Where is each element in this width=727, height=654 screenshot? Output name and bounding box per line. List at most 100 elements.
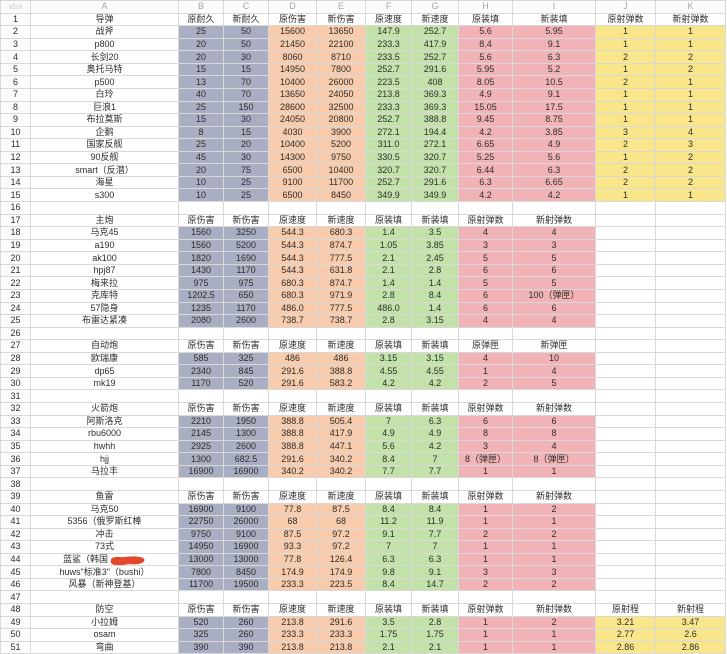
stat-value-cell[interactable]: 13 [178, 75, 224, 89]
stat-value-cell[interactable]: 14950 [178, 540, 224, 554]
empty-cell[interactable] [595, 577, 656, 592]
stat-value-cell[interactable]: 2 [655, 50, 726, 64]
stat-value-cell[interactable]: 8060 [268, 50, 317, 64]
stat-value-cell[interactable]: 233.3 [268, 577, 317, 592]
stat-value-cell[interactable]: 6.3 [365, 552, 412, 567]
stat-value-cell[interactable]: 223.5 [316, 577, 366, 592]
stat-value-cell[interactable]: 6.3 [512, 163, 596, 177]
stat-value-cell[interactable]: 4 [512, 439, 596, 454]
stat-value-cell[interactable]: 9.45 [458, 113, 513, 127]
stat-value-cell[interactable]: 369.3 [411, 87, 459, 102]
stat-value-cell[interactable]: 1300 [178, 452, 224, 466]
stat-value-cell[interactable]: 1 [512, 464, 596, 479]
column-header-K[interactable]: K [655, 0, 726, 14]
stat-value-cell[interactable]: 390 [223, 640, 269, 654]
stat-value-cell[interactable]: 40 [178, 87, 224, 102]
stat-value-cell[interactable]: 7800 [316, 62, 366, 77]
stat-value-cell[interactable]: 2 [655, 175, 726, 190]
empty-cell[interactable] [595, 489, 656, 504]
stat-value-cell[interactable]: 2080 [178, 314, 224, 328]
stat-value-cell[interactable]: 1 [595, 100, 656, 115]
empty-cell[interactable] [655, 326, 726, 341]
stat-header-cell[interactable]: 新速度 [411, 12, 459, 27]
stat-value-cell[interactable]: 5 [512, 276, 596, 290]
stat-value-cell[interactable]: 2.86 [655, 640, 726, 654]
empty-cell[interactable] [595, 552, 656, 567]
section-title-cell[interactable]: 火箭炮 [30, 402, 179, 416]
empty-cell[interactable] [655, 565, 726, 579]
stat-header-cell[interactable]: 原伤害 [178, 213, 224, 228]
stat-value-cell[interactable]: 388.8 [316, 364, 366, 378]
item-name-cell[interactable]: 阿斯洛克 [30, 414, 179, 429]
stat-value-cell[interactable]: 4.55 [411, 364, 459, 378]
stat-value-cell[interactable]: 9.8 [365, 565, 412, 579]
empty-cell[interactable] [268, 477, 317, 491]
stat-value-cell[interactable]: 8450 [316, 188, 366, 202]
stat-header-cell[interactable]: 新伤害 [316, 12, 366, 27]
row-number-36[interactable]: 36 [0, 452, 31, 466]
row-number-7[interactable]: 7 [0, 87, 31, 102]
stat-value-cell[interactable]: 3.15 [411, 314, 459, 328]
stat-header-cell[interactable]: 原速度 [268, 213, 317, 228]
row-number-1[interactable]: 1 [0, 12, 31, 27]
column-header-F[interactable]: F [365, 0, 412, 14]
item-name-cell[interactable]: 布雷达紧凑 [30, 314, 179, 328]
stat-value-cell[interactable]: 24050 [316, 87, 366, 102]
stat-value-cell[interactable]: 408 [411, 75, 459, 89]
empty-cell[interactable] [655, 414, 726, 429]
stat-value-cell[interactable]: 9100 [268, 175, 317, 190]
empty-cell[interactable] [30, 590, 179, 604]
stat-value-cell[interactable]: 1 [458, 628, 513, 642]
empty-cell[interactable] [512, 326, 596, 341]
stat-value-cell[interactable]: 5200 [223, 238, 269, 253]
stat-value-cell[interactable]: 2340 [178, 364, 224, 378]
stat-value-cell[interactable]: 1.4 [411, 301, 459, 316]
stat-value-cell[interactable]: 3.5 [411, 226, 459, 240]
item-name-cell[interactable]: rbu6000 [30, 427, 179, 441]
stat-value-cell[interactable]: 1430 [178, 263, 224, 278]
empty-cell[interactable] [595, 565, 656, 579]
stat-value-cell[interactable]: 2 [458, 577, 513, 592]
stat-value-cell[interactable]: 194.4 [411, 125, 459, 140]
stat-value-cell[interactable]: 5.95 [458, 62, 513, 77]
stat-value-cell[interactable]: 6 [458, 414, 513, 429]
stat-value-cell[interactable]: 9750 [316, 150, 366, 165]
row-number-16[interactable]: 16 [0, 201, 31, 215]
stat-value-cell[interactable]: 70 [223, 75, 269, 89]
item-name-cell[interactable]: 蓝鲨（韩国 [30, 552, 179, 567]
stat-value-cell[interactable]: 233.3 [316, 628, 366, 642]
stat-header-cell[interactable]: 原装填 [365, 603, 412, 617]
stat-value-cell[interactable]: 5.6 [458, 50, 513, 64]
empty-cell[interactable] [595, 288, 656, 303]
empty-cell[interactable] [30, 389, 179, 403]
item-name-cell[interactable]: 90反舰 [30, 150, 179, 165]
stat-value-cell[interactable]: 1 [458, 640, 513, 654]
stat-value-cell[interactable]: 8 [458, 427, 513, 441]
row-number-22[interactable]: 22 [0, 276, 31, 290]
stat-value-cell[interactable]: 4 [458, 351, 513, 366]
stat-value-cell[interactable]: 486 [316, 351, 366, 366]
stat-value-cell[interactable]: 9100 [223, 502, 269, 517]
empty-cell[interactable] [595, 590, 656, 604]
stat-header-cell[interactable]: 新装填 [411, 489, 459, 504]
stat-value-cell[interactable]: 260 [223, 615, 269, 630]
stat-value-cell[interactable]: 8.4 [365, 452, 412, 466]
item-name-cell[interactable]: hpj87 [30, 263, 179, 278]
stat-value-cell[interactable]: 20 [178, 50, 224, 64]
stat-value-cell[interactable]: 2.8 [411, 615, 459, 630]
row-number-38[interactable]: 38 [0, 477, 31, 491]
stat-value-cell[interactable]: 417.9 [316, 427, 366, 441]
stat-value-cell[interactable]: 5 [458, 251, 513, 265]
row-number-4[interactable]: 4 [0, 50, 31, 64]
stat-header-cell[interactable]: 新弹匣 [512, 339, 596, 353]
empty-cell[interactable] [655, 301, 726, 316]
stat-value-cell[interactable]: 16900 [223, 540, 269, 554]
item-name-cell[interactable]: 长剑20 [30, 50, 179, 64]
row-number-48[interactable]: 48 [0, 603, 31, 617]
stat-value-cell[interactable]: 15600 [268, 25, 317, 39]
stat-value-cell[interactable]: 325 [223, 351, 269, 366]
row-number-51[interactable]: 51 [0, 640, 31, 654]
item-name-cell[interactable]: osam [30, 628, 179, 642]
stat-value-cell[interactable]: 30 [223, 50, 269, 64]
row-number-17[interactable]: 17 [0, 213, 31, 228]
